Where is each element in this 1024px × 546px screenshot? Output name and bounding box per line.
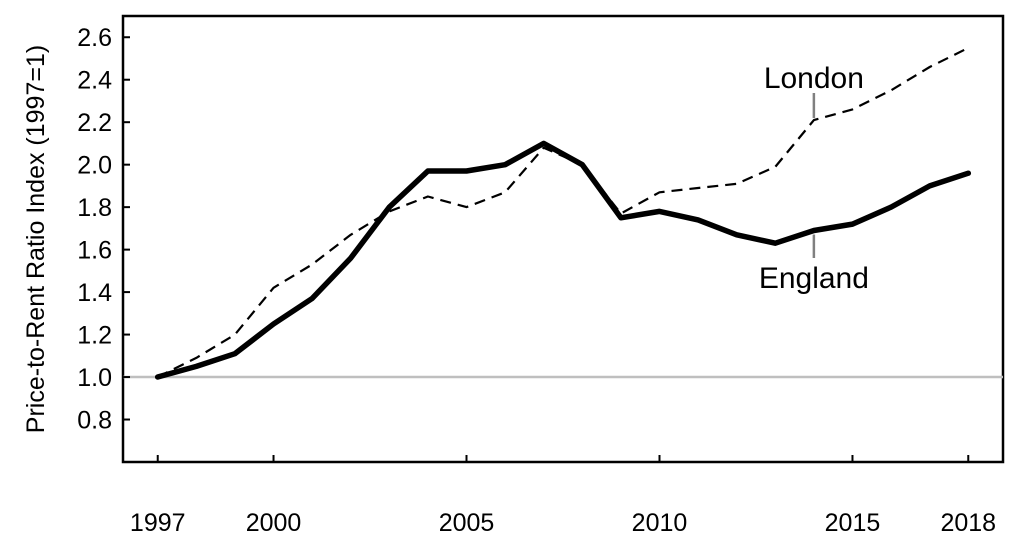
y-tick-label: 2.4 [77, 67, 112, 95]
y-tick-label: 2.6 [77, 24, 112, 52]
x-tick-label: 2018 [940, 509, 996, 537]
y-tick-label: 1.6 [77, 237, 112, 265]
y-tick-label: 1.0 [77, 364, 112, 392]
y-tick-label: 0.8 [77, 407, 112, 435]
y-tick-label: 2.2 [77, 109, 112, 137]
x-tick-label: 2000 [246, 509, 302, 537]
x-tick-label: 2005 [439, 509, 495, 537]
plot-area [121, 14, 1005, 464]
y-tick-label: 1.2 [77, 322, 112, 350]
y-tick-label: 1.8 [77, 194, 112, 222]
series-line-england [154, 140, 972, 380]
series-label-london: London [764, 62, 864, 95]
y-axis-title: Price-to-Rent Ratio Index (1997=1) [22, 45, 50, 433]
y-tick-label: 1.4 [77, 279, 112, 307]
series-label-england: England [759, 262, 869, 295]
x-tick-label: 2010 [632, 509, 688, 537]
x-tick-label: 2015 [825, 509, 881, 537]
x-tick-label: 1997 [130, 509, 186, 537]
y-tick-label: 2.0 [77, 152, 112, 180]
